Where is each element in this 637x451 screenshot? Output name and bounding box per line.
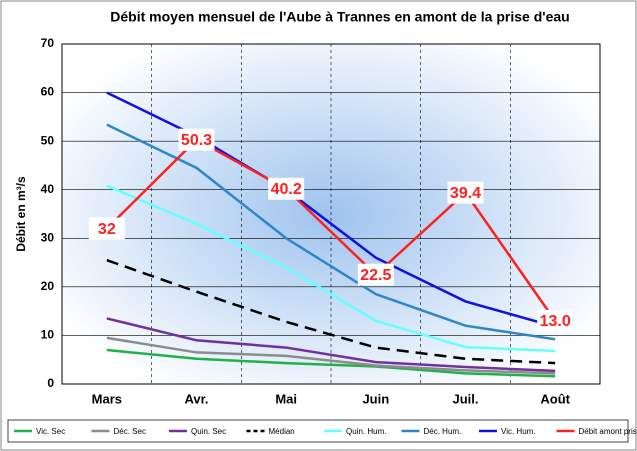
x-tick-label: Juil. — [452, 391, 478, 406]
y-tick-label: 50 — [41, 133, 55, 147]
data-label: 39.4 — [450, 185, 481, 202]
series-line — [105, 138, 557, 322]
legend-label: Quin. Hum. — [346, 427, 386, 436]
y-tick-label: 10 — [41, 328, 55, 342]
series-line — [106, 123, 556, 341]
legend-label: Vic. Sec — [36, 427, 65, 436]
label-box — [178, 128, 215, 151]
label-box — [268, 177, 305, 200]
legend-label: Déc. Sec — [114, 427, 146, 436]
data-label: 50.3 — [181, 132, 212, 149]
series-line — [106, 317, 556, 373]
y-tick-label: 60 — [41, 85, 55, 99]
x-tick-label: Mars — [92, 391, 122, 406]
label-box — [537, 309, 574, 332]
y-tick-label: 0 — [47, 376, 54, 390]
series-line — [106, 184, 556, 353]
legend — [7, 419, 629, 443]
y-tick-label: 70 — [41, 36, 55, 50]
series-line — [106, 348, 556, 378]
y-tick-label: 20 — [41, 279, 55, 293]
x-tick-label: Juin — [362, 391, 389, 406]
legend-label: Médian — [269, 427, 295, 436]
data-label: 32 — [98, 221, 116, 238]
y-tick-label: 40 — [41, 182, 55, 196]
legend-label: Quin. Sec — [191, 427, 226, 436]
series-line — [106, 336, 556, 375]
legend-label: Vic. Hum. — [501, 427, 536, 436]
x-tick-label: Avr. — [184, 391, 208, 406]
x-tick-label: Mai — [275, 391, 297, 406]
legend-label: Déc. Hum. — [424, 427, 462, 436]
data-label: 22.5 — [360, 267, 391, 284]
y-tick-label: 30 — [41, 230, 55, 244]
label-box — [447, 181, 484, 204]
series-line — [106, 258, 556, 365]
y-axis-label: Débit en m³/s — [14, 176, 28, 252]
legend-label: Débit amont prise — [579, 427, 637, 436]
label-box — [357, 263, 394, 286]
data-label: 13.0 — [540, 313, 571, 330]
data-label: 40.2 — [271, 181, 302, 198]
label-box — [88, 217, 125, 240]
chart-title: Débit moyen mensuel de l'Aube à Trannes … — [110, 9, 569, 25]
plot-border — [61, 43, 601, 385]
x-tick-label: Août — [540, 391, 570, 406]
